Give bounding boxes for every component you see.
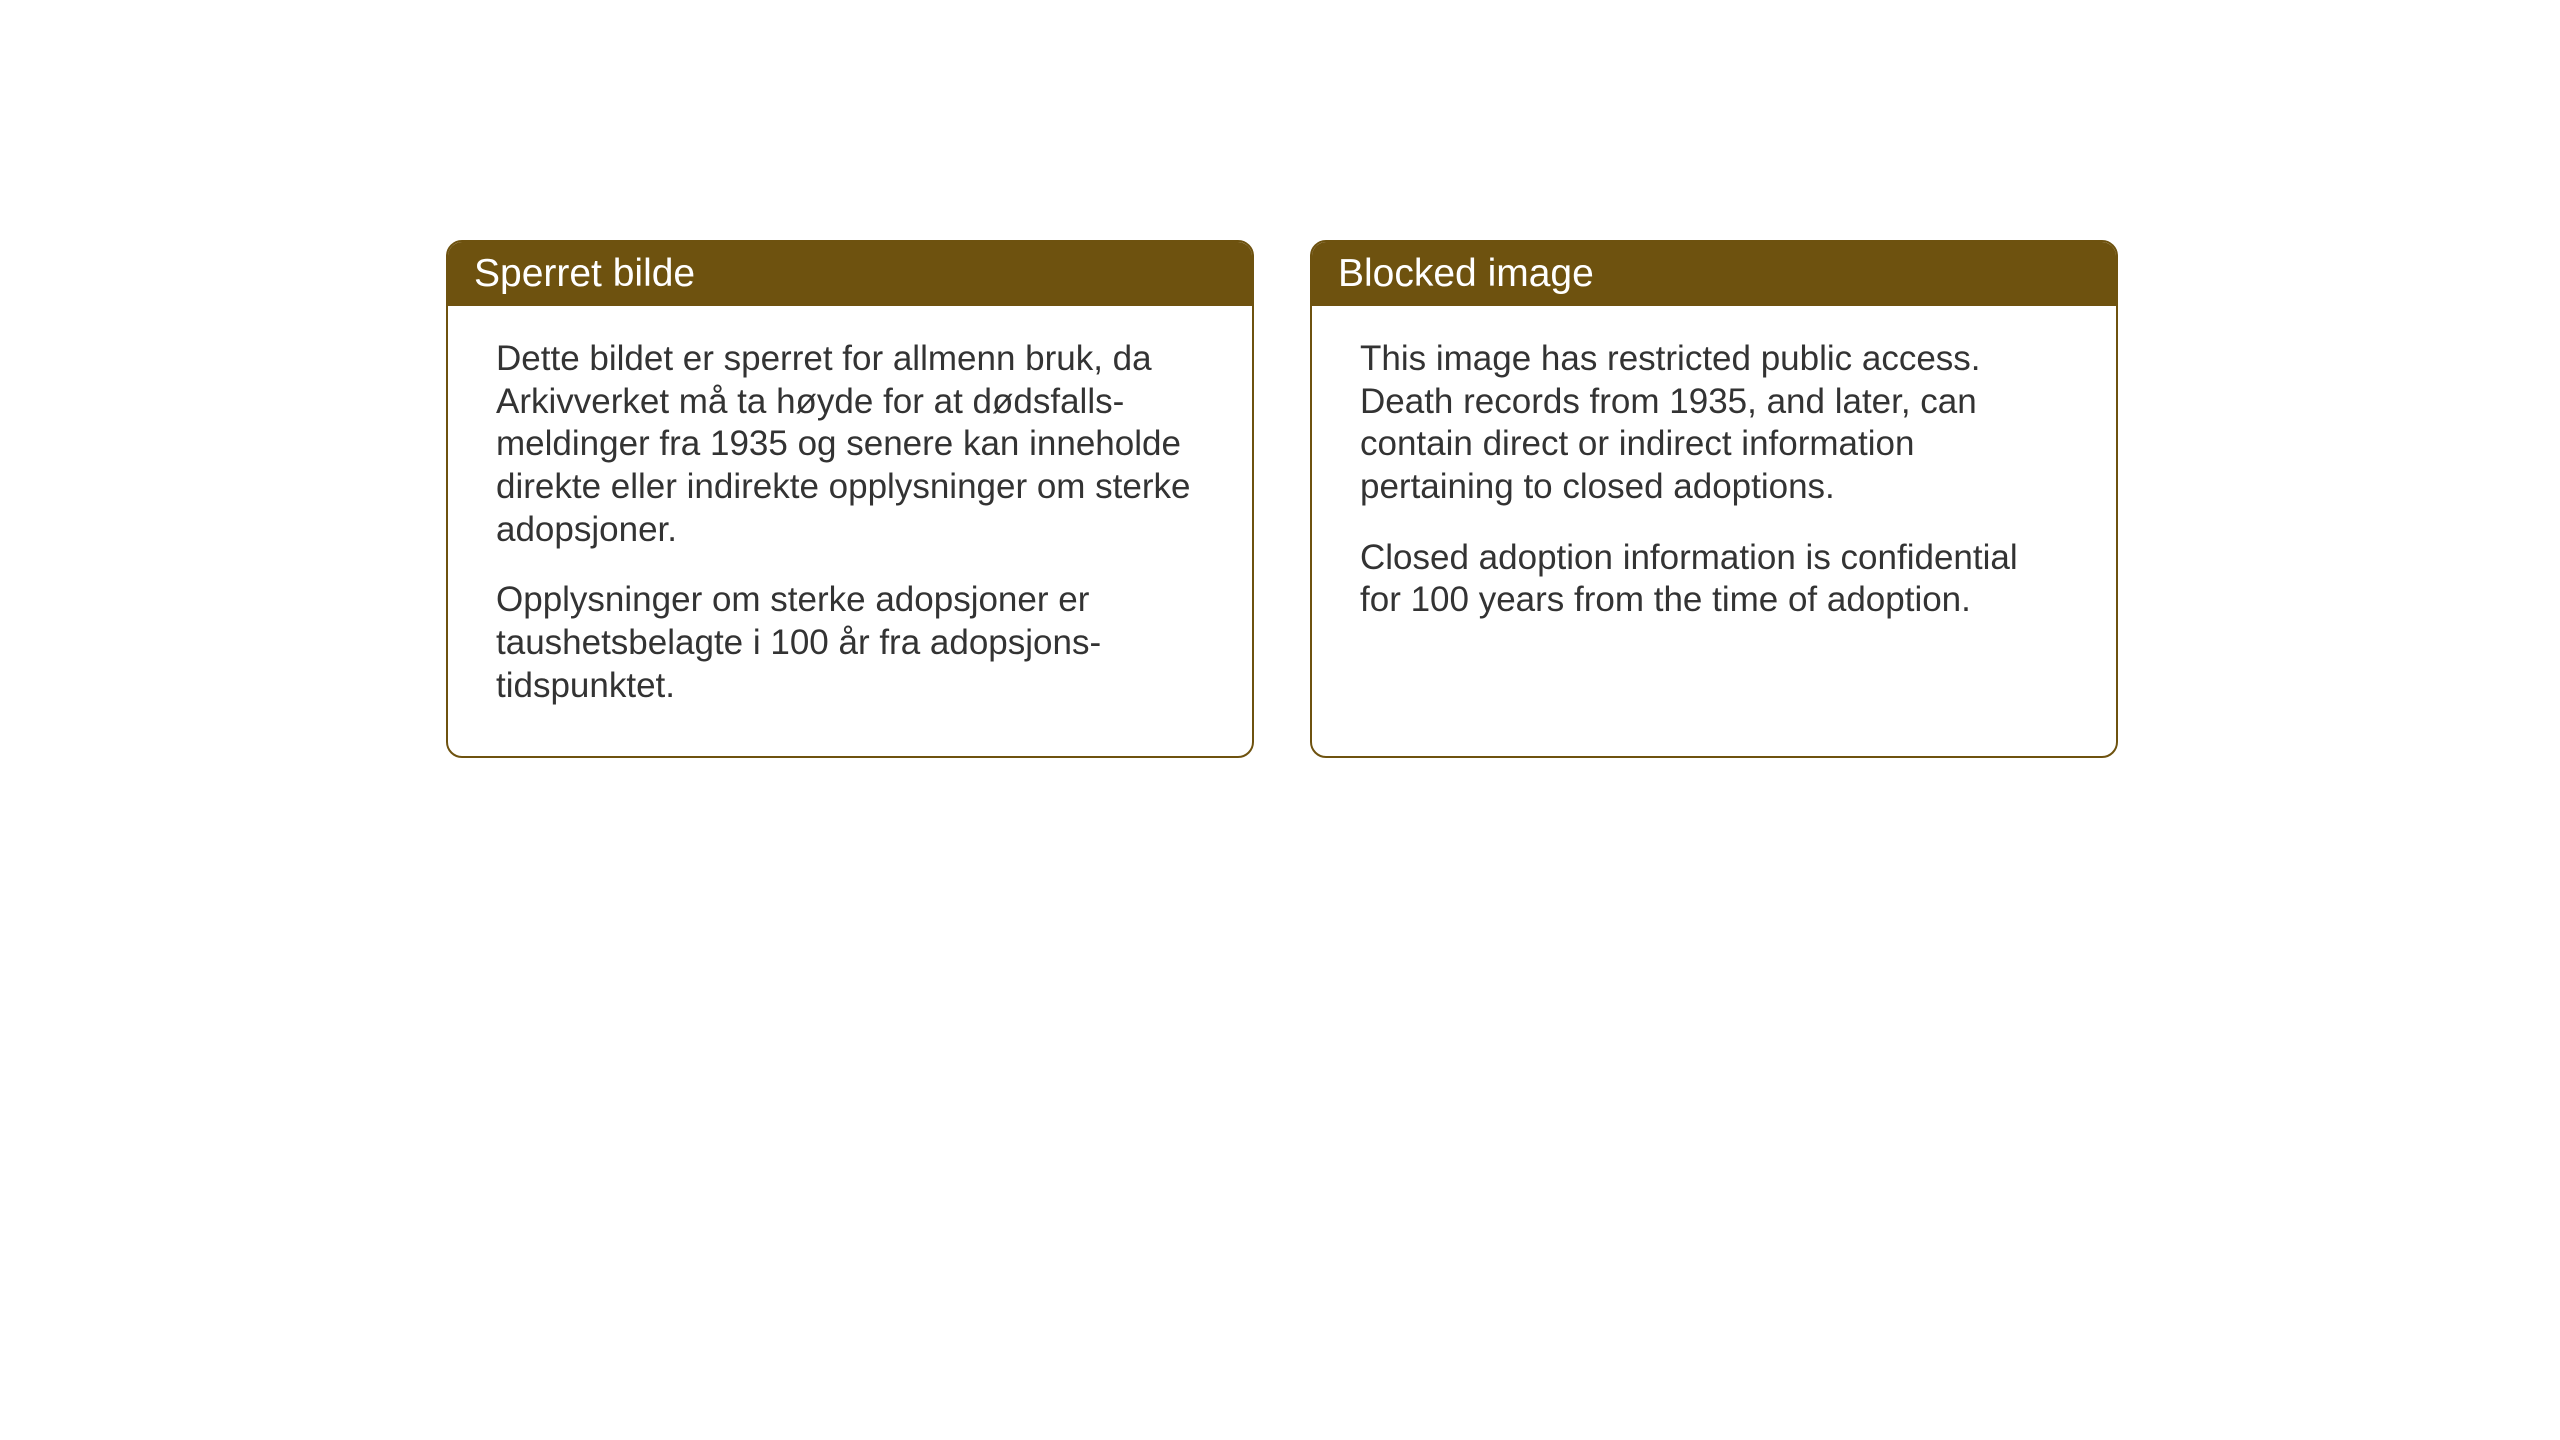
- notice-container: Sperret bilde Dette bildet er sperret fo…: [446, 240, 2118, 758]
- notice-card-norwegian: Sperret bilde Dette bildet er sperret fo…: [446, 240, 1254, 758]
- card-body-english: This image has restricted public access.…: [1312, 306, 2116, 670]
- card-header-norwegian: Sperret bilde: [448, 242, 1252, 306]
- card-paragraph-norwegian-1: Dette bildet er sperret for allmenn bruk…: [496, 338, 1204, 551]
- notice-card-english: Blocked image This image has restricted …: [1310, 240, 2118, 758]
- card-header-english: Blocked image: [1312, 242, 2116, 306]
- card-title-norwegian: Sperret bilde: [474, 252, 695, 295]
- card-paragraph-english-2: Closed adoption information is confident…: [1360, 537, 2068, 622]
- card-title-english: Blocked image: [1338, 252, 1594, 295]
- card-body-norwegian: Dette bildet er sperret for allmenn bruk…: [448, 306, 1252, 756]
- card-paragraph-norwegian-2: Opplysninger om sterke adopsjoner er tau…: [496, 579, 1204, 707]
- card-paragraph-english-1: This image has restricted public access.…: [1360, 338, 2068, 509]
